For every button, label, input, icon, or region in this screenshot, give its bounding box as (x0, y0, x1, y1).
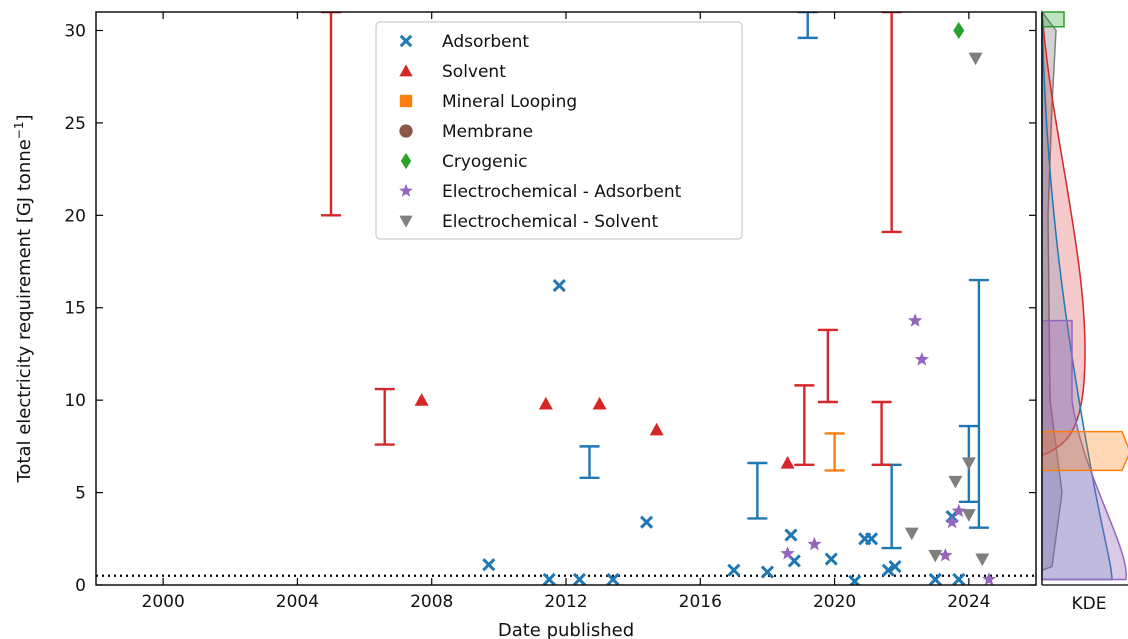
electrochemical-solvent-point (962, 457, 976, 470)
x-axis-label: Date published (498, 620, 634, 639)
legend-marker-membrane (399, 124, 412, 137)
y-tick-label: 0 (75, 576, 86, 596)
x-tick-label: 2004 (276, 592, 319, 612)
y-tick-label: 15 (64, 299, 86, 319)
adsorbent-point (785, 530, 796, 541)
adsorbent-range (969, 280, 989, 528)
x-tick-label: 2000 (142, 592, 185, 612)
kde-density-cryogenic (1042, 12, 1064, 27)
adsorbent-point (544, 574, 555, 585)
adsorbent-point (483, 559, 494, 570)
electrochemical-solvent-point (975, 554, 989, 567)
solvent-range (375, 389, 395, 444)
legend-marker-mineral-looping (400, 95, 412, 107)
adsorbent-point (641, 517, 652, 528)
adsorbent-point (953, 574, 964, 585)
adsorbent-point (728, 565, 739, 576)
electrochemical-adsorbent-point (915, 352, 929, 366)
kde-density-mineral-looping (1042, 432, 1128, 471)
solvent-point (781, 456, 795, 469)
x-tick-label: 2016 (679, 592, 722, 612)
solvent-point (539, 397, 553, 410)
solvent-range (794, 385, 814, 464)
y-axis-label-main: Total electricity requirement [GJ tonne (14, 139, 35, 483)
adsorbent-point (554, 280, 565, 291)
kde-label: KDE (1072, 594, 1107, 614)
legend-label-electrochemical-adsorbent: Electrochemical - Adsorbent (442, 182, 682, 202)
electrochemical-solvent-point (928, 550, 942, 563)
x-tick-label: 2012 (544, 592, 587, 612)
legend-label-adsorbent: Adsorbent (442, 32, 529, 52)
y-axis-label-exponent: −1 (12, 121, 26, 139)
legend-label-solvent: Solvent (442, 62, 506, 82)
legend-label-mineral-looping: Mineral Looping (442, 92, 577, 112)
adsorbent-point (762, 567, 773, 578)
solvent-range (882, 12, 902, 232)
electrochemical-adsorbent-point (807, 537, 821, 551)
y-tick-label: 10 (64, 391, 86, 411)
x-tick-label: 2020 (813, 592, 856, 612)
solvent-range (872, 402, 892, 465)
adsorbent-point (826, 554, 837, 565)
electrochemical-solvent-point (948, 476, 962, 489)
x-tick-label: 2008 (410, 592, 453, 612)
adsorbent-range (747, 463, 767, 518)
electrochemical-adsorbent-point (982, 572, 996, 586)
adsorbent-range (580, 446, 600, 477)
mineral-looping-range (825, 433, 845, 470)
solvent-range (818, 330, 838, 402)
adsorbent-range (798, 12, 818, 38)
legend-label-membrane: Membrane (442, 122, 533, 142)
adsorbent-range (882, 465, 902, 548)
cryogenic-point (953, 22, 964, 39)
electrochemical-solvent-point (969, 53, 983, 66)
adsorbent-point (866, 533, 877, 544)
solvent-range (321, 12, 341, 215)
solvent-point (593, 397, 607, 410)
y-axis-label-end: ] (14, 114, 35, 121)
legend-label-cryogenic: Cryogenic (442, 152, 527, 172)
y-tick-label: 30 (64, 21, 86, 41)
electrochemical-adsorbent-point (945, 515, 959, 529)
electrochemical-adsorbent-point (908, 313, 922, 327)
solvent-point (415, 393, 429, 406)
legend-label-electrochemical-solvent: Electrochemical - Solvent (442, 212, 658, 232)
y-tick-label: 5 (75, 484, 86, 504)
electrochemical-solvent-point (905, 528, 919, 541)
adsorbent-point (930, 574, 941, 585)
legend-box (376, 22, 742, 239)
adsorbent-point (574, 574, 585, 585)
y-tick-label: 20 (64, 206, 86, 226)
legend: Adsorbent Solvent Mineral Looping Membrane C… (376, 22, 742, 239)
electrochemical-solvent-point (962, 509, 976, 522)
y-tick-label: 25 (64, 114, 86, 134)
kde-panel (1042, 12, 1128, 585)
solvent-point (650, 423, 664, 436)
y-axis-label: Total electricity requirement [GJ tonne−… (12, 114, 35, 483)
x-tick-label: 2024 (947, 592, 990, 612)
